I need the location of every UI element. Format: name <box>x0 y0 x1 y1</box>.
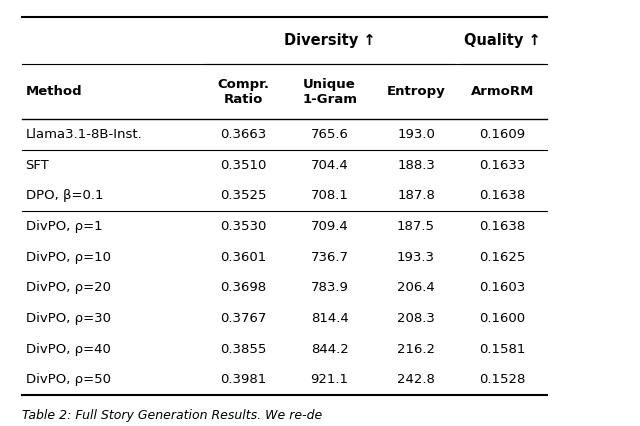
Text: 0.3855: 0.3855 <box>220 343 266 356</box>
Text: 0.3663: 0.3663 <box>220 128 266 141</box>
Text: DPO, β=0.1: DPO, β=0.1 <box>26 190 103 202</box>
Text: 187.8: 187.8 <box>397 190 435 202</box>
Text: Unique
1-Gram: Unique 1-Gram <box>302 78 357 106</box>
Text: 844.2: 844.2 <box>311 343 348 356</box>
Text: 921.1: 921.1 <box>310 374 349 386</box>
Text: 0.3601: 0.3601 <box>220 251 266 264</box>
Text: 814.4: 814.4 <box>311 312 348 325</box>
Text: 0.1581: 0.1581 <box>479 343 525 356</box>
Text: 0.3530: 0.3530 <box>220 220 266 233</box>
Text: 0.3981: 0.3981 <box>220 374 266 386</box>
Text: 0.1633: 0.1633 <box>479 159 525 172</box>
Text: DivPO, ρ=30: DivPO, ρ=30 <box>26 312 111 325</box>
Text: DivPO, ρ=40: DivPO, ρ=40 <box>26 343 111 356</box>
Text: 0.3510: 0.3510 <box>220 159 266 172</box>
Text: 0.1638: 0.1638 <box>479 190 525 202</box>
Text: 208.3: 208.3 <box>397 312 435 325</box>
Text: 0.1600: 0.1600 <box>479 312 525 325</box>
Text: Table 2: Full Story Generation Results. We re-de: Table 2: Full Story Generation Results. … <box>22 409 323 422</box>
Text: 0.1609: 0.1609 <box>479 128 525 141</box>
Text: Method: Method <box>26 85 82 98</box>
Text: 0.3525: 0.3525 <box>220 190 266 202</box>
Text: 736.7: 736.7 <box>310 251 349 264</box>
Text: 0.1528: 0.1528 <box>479 374 525 386</box>
Text: DivPO, ρ=50: DivPO, ρ=50 <box>26 374 111 386</box>
Text: 0.3767: 0.3767 <box>220 312 266 325</box>
Text: 0.3698: 0.3698 <box>220 282 266 294</box>
Text: Quality ↑: Quality ↑ <box>464 33 541 48</box>
Text: 216.2: 216.2 <box>397 343 435 356</box>
Text: 187.5: 187.5 <box>397 220 435 233</box>
Text: 188.3: 188.3 <box>397 159 435 172</box>
Text: 0.1603: 0.1603 <box>479 282 525 294</box>
Text: Diversity ↑: Diversity ↑ <box>284 33 376 48</box>
Text: 765.6: 765.6 <box>310 128 349 141</box>
Text: DivPO, ρ=20: DivPO, ρ=20 <box>26 282 111 294</box>
Text: 242.8: 242.8 <box>397 374 435 386</box>
Text: DivPO, ρ=10: DivPO, ρ=10 <box>26 251 111 264</box>
Text: 709.4: 709.4 <box>311 220 348 233</box>
Text: Entropy: Entropy <box>387 85 445 98</box>
Text: 0.1638: 0.1638 <box>479 220 525 233</box>
Text: Compr.
Ratio: Compr. Ratio <box>217 78 269 106</box>
Text: DivPO, ρ=1: DivPO, ρ=1 <box>26 220 102 233</box>
Text: 704.4: 704.4 <box>311 159 348 172</box>
Text: Llama3.1-8B-Inst.: Llama3.1-8B-Inst. <box>26 128 142 141</box>
Text: 206.4: 206.4 <box>397 282 435 294</box>
Text: SFT: SFT <box>26 159 49 172</box>
Text: ArmoRM: ArmoRM <box>470 85 534 98</box>
Text: 783.9: 783.9 <box>310 282 349 294</box>
Text: 708.1: 708.1 <box>310 190 349 202</box>
Text: 193.3: 193.3 <box>397 251 435 264</box>
Text: 0.1625: 0.1625 <box>479 251 525 264</box>
Text: 193.0: 193.0 <box>397 128 435 141</box>
